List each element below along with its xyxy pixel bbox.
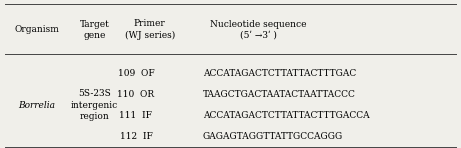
- Text: Organism: Organism: [14, 25, 59, 34]
- Text: 109  OF: 109 OF: [118, 70, 154, 78]
- Text: 111  IF: 111 IF: [119, 111, 153, 120]
- Text: 110  OR: 110 OR: [118, 90, 154, 99]
- Text: ACCATAGACTCTTATTACTTTGAC: ACCATAGACTCTTATTACTTTGAC: [203, 70, 356, 78]
- Text: 112  IF: 112 IF: [119, 132, 153, 141]
- Text: 5S-23S
intergenic
region: 5S-23S intergenic region: [71, 90, 118, 121]
- Text: Primer
(WJ series): Primer (WJ series): [124, 20, 175, 40]
- Text: Borrelia: Borrelia: [18, 101, 55, 110]
- Text: Nucleotide sequence
(5ʹ →3ʹ ): Nucleotide sequence (5ʹ →3ʹ ): [210, 20, 307, 40]
- Text: TAAGCTGACTAATACTAATTACCC: TAAGCTGACTAATACTAATTACCC: [203, 90, 356, 99]
- Text: GAGAGTAGGTTATTGCCAGGG: GAGAGTAGGTTATTGCCAGGG: [203, 132, 343, 141]
- Text: ACCATAGACTCTTATTACTTTGACCA: ACCATAGACTCTTATTACTTTGACCA: [203, 111, 369, 120]
- Text: Target
gene: Target gene: [80, 20, 109, 40]
